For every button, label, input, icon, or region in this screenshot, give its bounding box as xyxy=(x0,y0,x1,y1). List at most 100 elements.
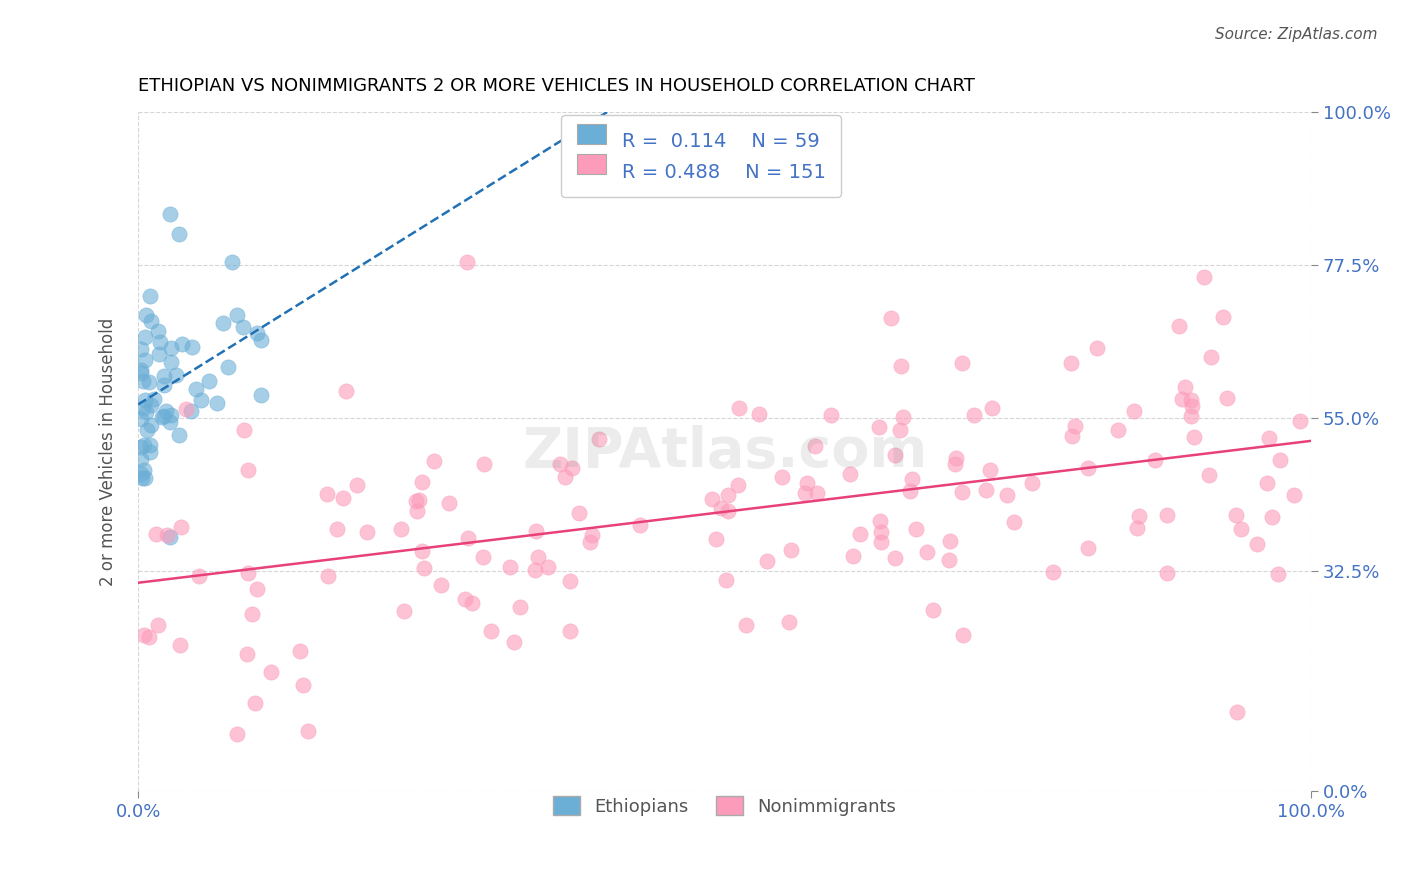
Point xyxy=(456,254,478,268)
Point xyxy=(129,440,152,454)
Point xyxy=(160,341,183,355)
Point xyxy=(1182,430,1205,444)
Point xyxy=(509,599,531,614)
Point xyxy=(134,471,156,485)
Point xyxy=(326,522,349,536)
Point xyxy=(332,491,354,506)
Point xyxy=(1198,467,1220,482)
Point xyxy=(211,317,233,331)
Point xyxy=(207,396,229,410)
Point xyxy=(236,462,259,476)
Point xyxy=(1181,399,1204,413)
Point xyxy=(1077,541,1099,556)
Point xyxy=(233,423,256,437)
Point xyxy=(524,524,547,539)
Point xyxy=(938,553,960,567)
Point xyxy=(138,375,160,389)
Point xyxy=(1174,380,1197,394)
Point xyxy=(554,470,576,484)
Point xyxy=(356,524,378,539)
Point xyxy=(568,506,591,520)
Point xyxy=(245,696,267,710)
Point xyxy=(974,483,997,498)
Point xyxy=(132,401,155,416)
Point xyxy=(143,392,166,407)
Point xyxy=(898,484,921,499)
Point xyxy=(246,326,269,340)
Point xyxy=(1180,392,1202,407)
Point xyxy=(217,359,239,374)
Point xyxy=(981,401,1004,416)
Point xyxy=(995,487,1018,501)
Point xyxy=(581,528,603,542)
Point xyxy=(884,551,907,566)
Point xyxy=(232,320,254,334)
Point xyxy=(411,475,433,489)
Point xyxy=(1225,508,1247,522)
Point xyxy=(842,549,865,564)
Point xyxy=(457,531,479,545)
Point xyxy=(979,463,1001,477)
Point xyxy=(129,366,152,380)
Point xyxy=(153,409,176,424)
Point xyxy=(315,487,337,501)
Point xyxy=(139,288,162,302)
Point xyxy=(1167,319,1189,334)
Point xyxy=(165,368,187,383)
Point xyxy=(523,563,546,577)
Point xyxy=(246,582,269,597)
Point xyxy=(190,393,212,408)
Point xyxy=(950,484,973,499)
Point xyxy=(1261,509,1284,524)
Point xyxy=(561,461,583,475)
Point xyxy=(702,492,724,507)
Point xyxy=(159,207,181,221)
Point xyxy=(717,504,740,518)
Point xyxy=(962,408,984,422)
Point xyxy=(260,665,283,680)
Point xyxy=(169,638,191,652)
Point xyxy=(728,401,751,415)
Point xyxy=(135,308,157,322)
Point xyxy=(250,388,273,402)
Point xyxy=(1077,461,1099,475)
Point xyxy=(389,522,412,536)
Point xyxy=(240,607,263,622)
Legend: Ethiopians, Nonimmigrants: Ethiopians, Nonimmigrants xyxy=(546,789,904,823)
Point xyxy=(156,528,179,542)
Point xyxy=(735,618,758,632)
Point xyxy=(1192,270,1215,285)
Point xyxy=(890,359,912,373)
Point xyxy=(139,399,162,413)
Point xyxy=(413,560,436,574)
Point xyxy=(1267,567,1289,582)
Point xyxy=(139,437,162,451)
Point xyxy=(537,560,560,574)
Point xyxy=(727,478,749,492)
Point xyxy=(129,342,152,356)
Point xyxy=(710,501,733,516)
Point xyxy=(1288,414,1310,428)
Point xyxy=(149,334,172,349)
Point xyxy=(939,533,962,548)
Point xyxy=(891,410,914,425)
Point xyxy=(1216,391,1239,405)
Point xyxy=(170,336,193,351)
Point xyxy=(1256,475,1278,490)
Point xyxy=(186,382,208,396)
Point xyxy=(793,486,815,500)
Point xyxy=(170,519,193,533)
Point xyxy=(134,330,156,344)
Point xyxy=(1156,566,1178,581)
Point xyxy=(499,559,522,574)
Point xyxy=(755,554,778,568)
Point xyxy=(129,451,152,466)
Point xyxy=(1171,392,1194,406)
Point xyxy=(471,549,494,564)
Point xyxy=(187,569,209,583)
Point xyxy=(1125,521,1147,535)
Point xyxy=(527,550,550,565)
Point xyxy=(804,439,827,453)
Point xyxy=(198,374,221,388)
Point xyxy=(1201,350,1223,364)
